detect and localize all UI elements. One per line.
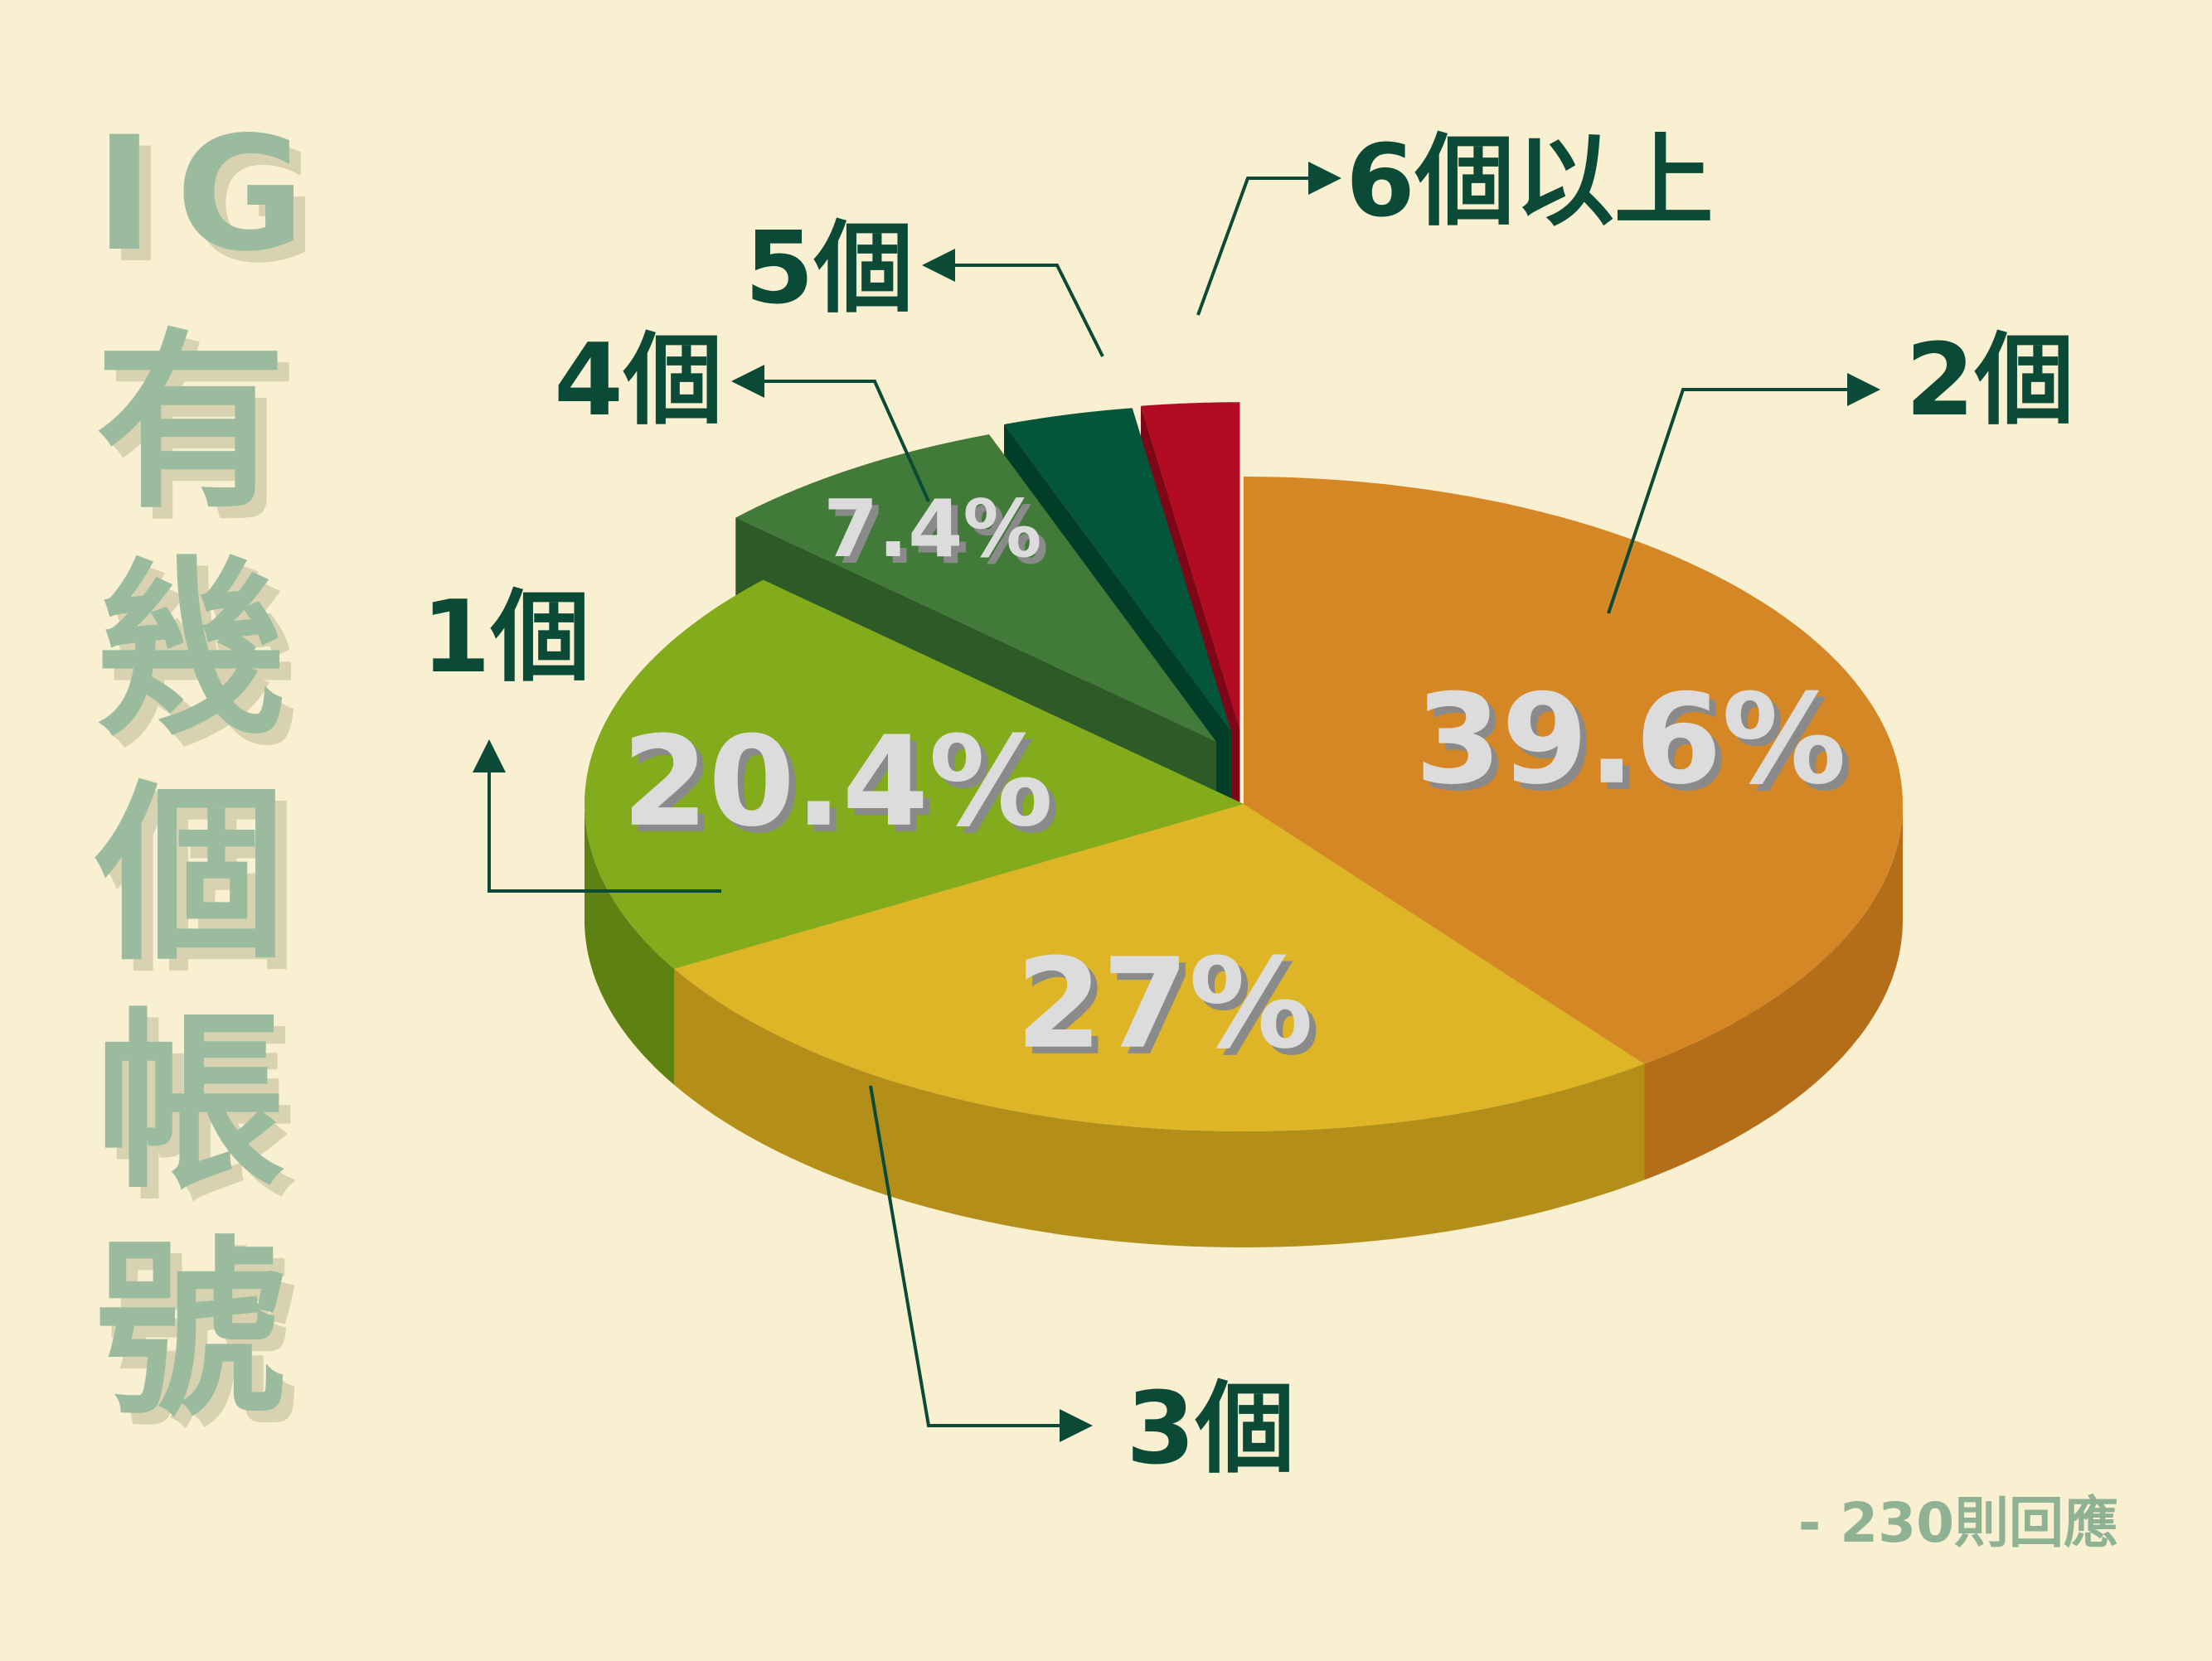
title-char-shadow: G (187, 114, 317, 298)
category-label: 3個 (1126, 1372, 1295, 1487)
category-label: 2個 (1905, 323, 2074, 438)
slice-1-top (1244, 477, 1903, 1064)
leader-line (1607, 373, 1880, 614)
percent-label: 27% (1016, 932, 1313, 1077)
slice-rim (674, 968, 1645, 1247)
leader-line (731, 365, 930, 502)
category-label: 4個 (554, 323, 723, 438)
percent-label-shadow: 20.4% (628, 717, 1060, 861)
slice-2-top (674, 804, 1645, 1131)
percent-label-shadow: 27% (1022, 939, 1320, 1083)
pie-tops (585, 402, 1903, 1131)
percent-label: 39.6% (1415, 668, 1846, 812)
slice-rim (1644, 804, 1903, 1180)
percent-label-shadow: 7.4% (830, 491, 1048, 582)
title-char: 有 (95, 313, 286, 535)
leader-line (869, 1085, 1093, 1442)
category-label: 5個 (745, 211, 914, 327)
percent-labels: 39.6%39.6% 27%27% 20.4%20.4% 7.4%7.4% (622, 484, 1853, 1083)
title-char: 幾 (95, 541, 286, 763)
title-char-shadow: 幾 (107, 553, 298, 774)
title-char-shadow: 帳 (107, 1005, 298, 1226)
percent-label: 20.4% (622, 710, 1053, 855)
leader-line (473, 739, 721, 893)
title-char: I (95, 103, 154, 286)
slice-4-top (735, 434, 1216, 742)
title-char: G (176, 103, 305, 286)
title-char-shadow: 號 (107, 1232, 298, 1454)
title-char: 號 (95, 1221, 286, 1442)
title-char-shadow: 個 (106, 777, 298, 998)
category-label: 6個以上 (1346, 124, 1714, 240)
percent-label-shadow: 39.6% (1422, 675, 1853, 819)
leader-line (922, 249, 1104, 357)
title-char: 帳 (95, 993, 286, 1214)
title-char-shadow: 有 (107, 325, 298, 546)
leader-lines (473, 162, 1880, 1442)
title-char: 個 (95, 765, 286, 986)
category-label: 1個 (421, 580, 590, 695)
percent-label: 7.4% (823, 484, 1041, 575)
leader-line (1196, 162, 1341, 316)
slice-rim (585, 804, 675, 1085)
title-char-shadow: I (107, 114, 166, 298)
slice-3-top (585, 579, 1244, 969)
response-count-footnote: - 230則回應 (1798, 1491, 2118, 1555)
slice-6-top (1141, 402, 1240, 730)
slice-5-top (1004, 408, 1232, 732)
